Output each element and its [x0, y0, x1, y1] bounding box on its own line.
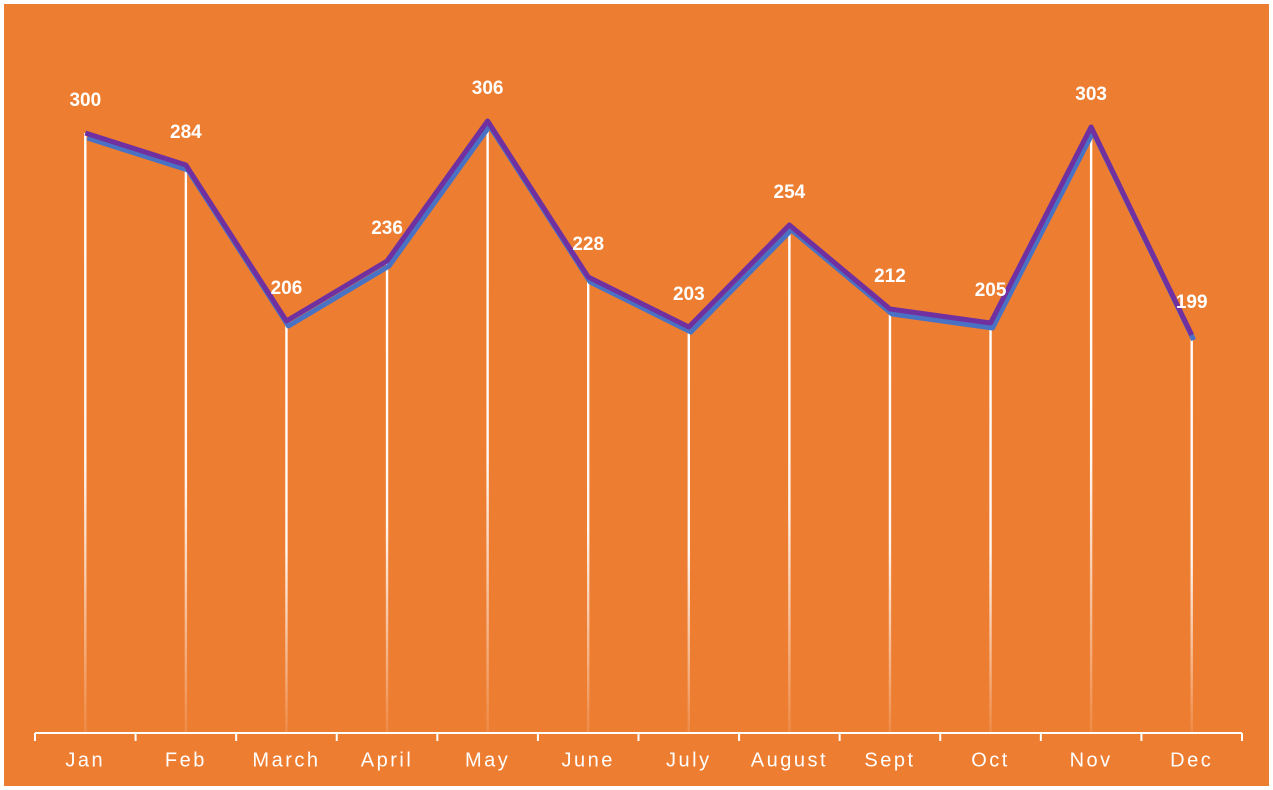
drop-line: [1190, 335, 1193, 733]
data-label: 300: [69, 90, 101, 111]
drop-line: [285, 321, 288, 733]
x-tick-label: Oct: [971, 749, 1010, 771]
data-label: 306: [472, 78, 504, 99]
data-label: 228: [572, 234, 604, 255]
drop-line: [486, 121, 489, 733]
x-tick-label: Jan: [65, 749, 105, 771]
x-tick-label: August: [751, 749, 828, 771]
data-label: 203: [673, 284, 705, 305]
data-label: 206: [271, 278, 303, 299]
data-label: 236: [371, 218, 403, 239]
x-tick-label: July: [666, 749, 712, 771]
drop-line: [788, 225, 791, 733]
data-label: 212: [874, 266, 906, 287]
drop-line: [385, 261, 389, 733]
x-tick-label: Dec: [1170, 749, 1213, 771]
x-tick-label: April: [361, 749, 414, 771]
drop-line: [587, 277, 590, 733]
data-label: 254: [774, 182, 806, 203]
x-tick-label: Sept: [864, 749, 915, 771]
x-tick-label: March: [252, 749, 320, 771]
drop-line: [84, 133, 87, 733]
x-tick-label: Nov: [1070, 749, 1113, 771]
line: [84, 118, 1194, 337]
x-tick-label: May: [465, 749, 510, 771]
drop-line: [989, 323, 992, 733]
data-label: 205: [975, 280, 1007, 301]
data-label: 199: [1176, 292, 1208, 313]
plot-background: [4, 4, 1269, 786]
data-label: 284: [170, 122, 202, 143]
drop-line: [888, 309, 892, 733]
x-tick-label: June: [562, 749, 615, 771]
drop-line: [1089, 127, 1093, 733]
x-tick-label: Feb: [165, 749, 207, 771]
data-label: 303: [1075, 84, 1107, 105]
drop-line: [687, 327, 690, 733]
drop-line: [184, 165, 188, 733]
